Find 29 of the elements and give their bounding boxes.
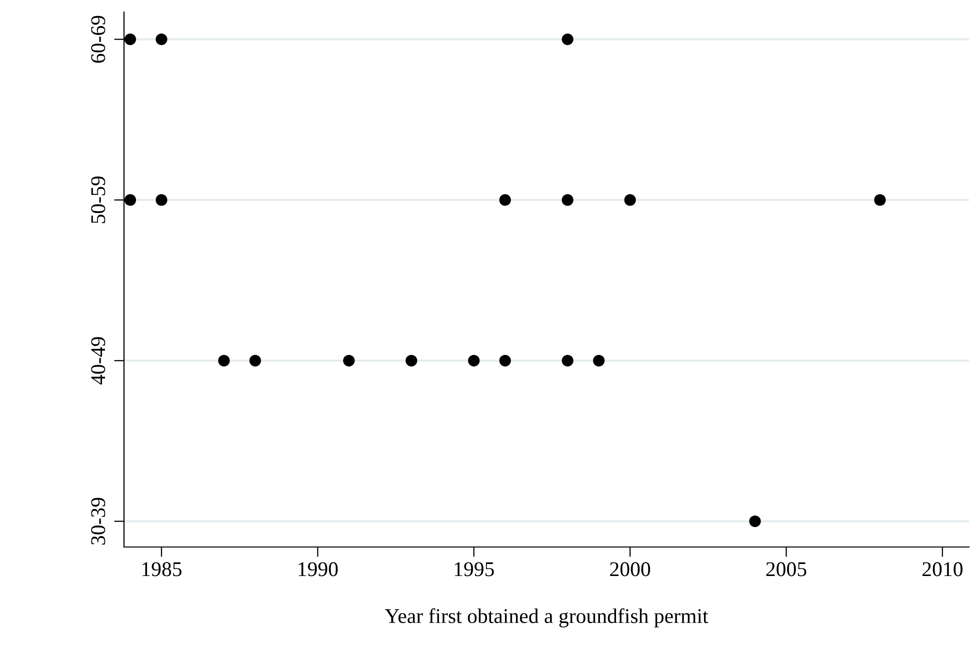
x-tick-label: 1985 — [142, 562, 182, 576]
point — [874, 194, 886, 206]
x-tick-label: 1990 — [298, 562, 338, 576]
x-tick-label: 1995 — [454, 562, 494, 576]
point — [562, 354, 574, 366]
point — [156, 34, 168, 46]
point — [468, 354, 480, 366]
point — [749, 515, 761, 528]
point — [562, 34, 574, 46]
point — [562, 194, 574, 206]
x-tick-label: 2005 — [766, 562, 806, 576]
point — [124, 34, 136, 46]
point — [499, 354, 511, 366]
point — [249, 354, 262, 366]
x-tick-label: 2000 — [610, 562, 650, 576]
point — [343, 354, 355, 366]
y-tick-label: 30-39 — [91, 498, 106, 545]
y-tick-label: 60-69 — [91, 16, 106, 63]
point — [218, 354, 230, 366]
y-tick-label: 40-49 — [91, 337, 106, 385]
point — [156, 194, 168, 206]
point — [499, 194, 511, 206]
point — [593, 354, 605, 366]
x-axis-title: Year first obtained a groundfish permit — [384, 608, 708, 628]
point — [624, 194, 636, 206]
y-tick-label: 50-59 — [91, 176, 106, 224]
point — [406, 354, 418, 366]
x-tick-label: 2010 — [922, 562, 962, 576]
point — [124, 194, 136, 206]
